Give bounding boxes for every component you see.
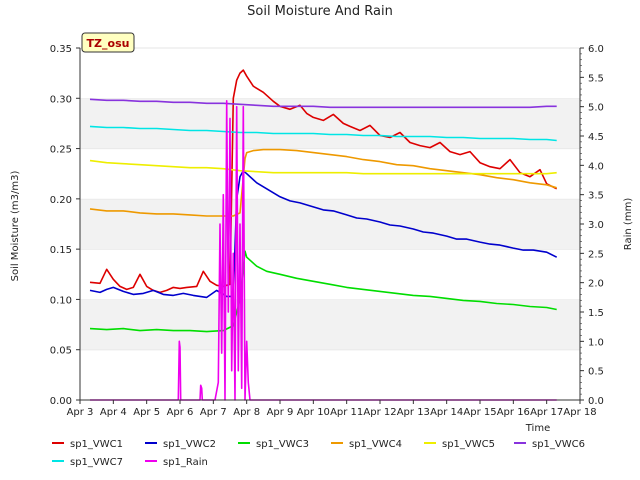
x-tick-label: Apr 3	[67, 407, 94, 418]
y2-tick-label: 2.5	[588, 249, 604, 260]
x-tick-label: Apr 13	[397, 407, 430, 418]
x-tick-label: Apr 5	[133, 407, 160, 418]
site-label-box: TZ_osu	[81, 32, 135, 53]
series-line-sp1-vwc3	[89, 250, 557, 333]
x-tick-label: Apr 10	[297, 407, 330, 418]
grid-band	[80, 48, 580, 99]
x-axis: Apr 3 Apr 4 Apr 5 Apr 6 Apr 7 Apr 8 Apr 9 Apr 1…	[67, 399, 597, 418]
x-tick-label: Apr 6	[167, 407, 194, 418]
y2-tick-label: 5.0	[588, 103, 604, 114]
x-tick-label: Apr 15	[463, 407, 496, 418]
legend-label: sp1_VWC2	[163, 439, 216, 450]
y2-tick-label: 6.0	[588, 44, 604, 55]
legend-label: sp1_VWC6	[532, 439, 585, 450]
y2-tick-label: 2.0	[588, 279, 604, 290]
x-tick-label: Apr 17	[530, 407, 563, 418]
y-axis-label: Soil Moisture (m3/m3)	[10, 171, 21, 282]
series-line-sp1-vwc2	[89, 169, 558, 299]
x-tick-label: Apr 14	[430, 407, 463, 418]
y2-tick-label: 3.0	[588, 220, 604, 231]
y-tick-label: 0.30	[50, 94, 72, 105]
y2-tick-label: 0.5	[588, 367, 604, 378]
y-tick-label: 0.20	[50, 195, 72, 206]
x-tick-label: Apr 7	[200, 407, 227, 418]
y-tick-label: 0.25	[50, 145, 72, 156]
y2-tick-label: 4.0	[588, 161, 604, 172]
legend-label: sp1_VWC5	[442, 439, 495, 450]
grid-band	[80, 349, 580, 400]
chart-title: Soil Moisture And Rain	[247, 4, 393, 19]
y2-tick-label: 1.5	[588, 308, 604, 319]
site-label: TZ_osu	[87, 37, 130, 50]
y-axis-left: 0.00 0.05 0.10 0.15 0.20 0.25 0.30 0.35	[50, 44, 81, 407]
series-line-sp1-vwc6	[89, 98, 557, 109]
legend-label: sp1_Rain	[163, 457, 208, 468]
y2-axis-label: Rain (mm)	[623, 198, 634, 251]
x-tick-label: Apr 9	[267, 407, 294, 418]
legend: sp1_VWC1 sp1_VWC2 sp1_VWC3 sp1_VWC4 sp1_VWC5…	[52, 439, 585, 468]
x-tick-label: Apr 18	[563, 407, 596, 418]
x-tick-label: Apr 12	[363, 407, 396, 418]
legend-label: sp1_VWC3	[256, 439, 309, 450]
y-tick-label: 0.10	[50, 295, 72, 306]
y2-tick-label: 3.5	[588, 191, 604, 202]
x-tick-label: Apr 4	[100, 407, 127, 418]
y-tick-label: 0.15	[50, 245, 72, 256]
legend-label: sp1_VWC7	[70, 457, 123, 468]
y-tick-label: 0.05	[50, 346, 72, 357]
x-tick-label: Apr 11	[330, 407, 363, 418]
y2-tick-label: 1.0	[588, 337, 604, 348]
x-axis-label: Time	[525, 423, 550, 434]
y-axis-right: 0.0 0.5 1.0 1.5 2.0 2.5 3.0 3.5 4.0 4.5 5.0 5.5 6.0	[579, 44, 604, 407]
y2-tick-label: 4.5	[588, 132, 604, 143]
y-tick-label: 0.00	[50, 396, 72, 407]
series-line-sp1-vwc7	[89, 125, 557, 142]
grid-band	[80, 299, 580, 350]
y2-tick-label: 0.0	[588, 396, 604, 407]
y2-tick-label: 5.5	[588, 73, 604, 84]
background-bands	[80, 47, 580, 400]
grid-band	[80, 198, 580, 250]
grid-band	[80, 98, 580, 149]
legend-label: sp1_VWC4	[349, 439, 402, 450]
series-line-sp1-vwc5	[89, 159, 557, 175]
x-tick-label: Apr 8	[233, 407, 260, 418]
legend-label: sp1_VWC1	[70, 439, 123, 450]
y-tick-label: 0.35	[50, 44, 72, 55]
x-tick-label: Apr 16	[497, 407, 530, 418]
